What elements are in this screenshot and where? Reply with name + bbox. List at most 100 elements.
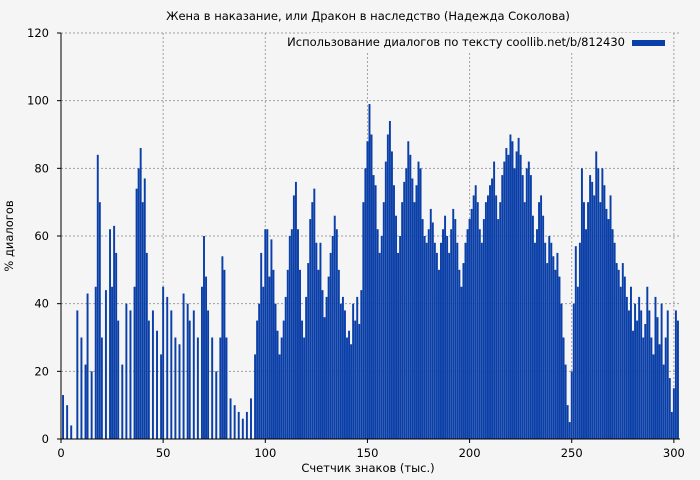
bar	[519, 154, 522, 440]
bar	[662, 364, 665, 439]
bar	[458, 269, 461, 439]
bar	[346, 337, 348, 439]
bar	[646, 286, 649, 439]
bar	[435, 252, 438, 439]
x-tick-label: 300	[663, 446, 685, 460]
bar	[423, 236, 426, 439]
bar	[135, 188, 138, 439]
bar	[160, 354, 163, 439]
bar	[431, 222, 434, 439]
bar	[648, 310, 651, 439]
y-tick-label: 120	[27, 26, 49, 40]
bar	[215, 371, 218, 439]
axes	[57, 32, 680, 443]
legend: Использование диалогов по тексту coollib…	[287, 33, 672, 51]
bar	[482, 219, 485, 439]
bar	[476, 202, 479, 439]
bar	[348, 330, 351, 439]
y-tick-label: 40	[34, 297, 49, 311]
bar	[382, 202, 385, 439]
bar	[264, 229, 267, 439]
bar	[660, 303, 663, 439]
bar	[515, 151, 518, 440]
legend-label: Использование диалогов по тексту coollib…	[287, 35, 625, 49]
bar	[339, 303, 342, 439]
bar	[188, 320, 191, 439]
bar	[503, 161, 506, 439]
bar	[137, 168, 140, 439]
bar	[284, 296, 287, 439]
bar	[294, 181, 297, 439]
bar	[327, 276, 330, 439]
bar	[632, 330, 634, 439]
bar	[350, 344, 353, 439]
bar	[623, 276, 626, 439]
bar	[268, 276, 271, 439]
bar	[591, 181, 594, 439]
bar	[311, 202, 314, 439]
bar	[613, 242, 616, 439]
bar	[245, 411, 248, 439]
bar	[509, 134, 512, 439]
bar	[254, 354, 257, 439]
bar	[611, 229, 614, 439]
bar	[303, 337, 306, 439]
bar	[223, 269, 226, 439]
bar	[76, 310, 79, 439]
bar	[444, 215, 447, 439]
bar	[129, 310, 132, 439]
bar	[421, 219, 424, 439]
bar	[370, 134, 373, 439]
bar	[70, 425, 73, 439]
bar	[405, 168, 408, 439]
bar	[374, 185, 377, 439]
bar	[258, 303, 261, 439]
bar	[341, 296, 344, 439]
bar	[109, 229, 111, 439]
bar	[362, 202, 365, 439]
y-tick-label: 80	[34, 161, 49, 175]
bar	[674, 310, 677, 439]
bar	[505, 148, 508, 439]
bar	[395, 215, 398, 439]
bar	[499, 202, 502, 439]
bar	[617, 269, 620, 439]
bar	[358, 323, 361, 439]
bar	[472, 195, 475, 439]
y-tick-label: 20	[34, 364, 49, 378]
y-axis-label: % диалогов	[2, 200, 16, 272]
bar	[442, 229, 444, 439]
bar	[419, 168, 422, 439]
bar	[207, 310, 210, 439]
bar	[615, 263, 618, 439]
bar	[427, 229, 430, 439]
bar	[192, 310, 195, 439]
bar	[480, 242, 483, 439]
bar	[676, 320, 679, 439]
bar	[205, 276, 208, 439]
bar	[309, 219, 312, 439]
bar	[145, 252, 148, 439]
bar	[464, 242, 467, 439]
bar	[352, 303, 355, 439]
bar	[597, 168, 600, 439]
x-tick-label: 250	[561, 446, 583, 460]
bar	[384, 161, 387, 439]
bar	[125, 303, 128, 439]
bar	[468, 219, 471, 439]
bar	[452, 208, 455, 439]
bar	[151, 310, 154, 439]
bar	[450, 229, 453, 439]
bar	[462, 263, 465, 439]
bar	[219, 337, 222, 439]
bar	[276, 330, 279, 439]
bar	[544, 242, 547, 439]
bar	[654, 296, 657, 439]
bar	[200, 286, 203, 439]
bar	[466, 229, 469, 439]
bar	[574, 246, 577, 439]
bar	[493, 161, 496, 439]
bar	[487, 195, 489, 439]
bar	[517, 137, 520, 439]
